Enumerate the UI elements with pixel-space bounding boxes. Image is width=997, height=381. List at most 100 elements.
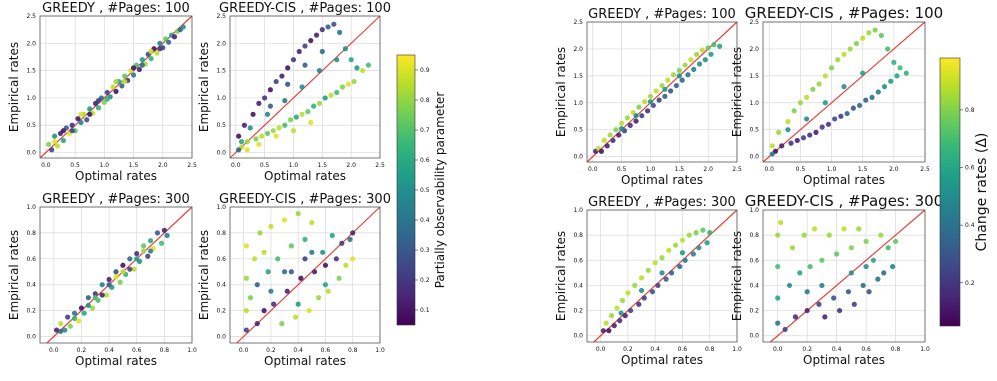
data-point bbox=[58, 328, 64, 334]
data-point bbox=[804, 289, 810, 295]
data-point bbox=[342, 46, 348, 52]
data-point bbox=[608, 313, 615, 319]
data-point bbox=[164, 232, 170, 239]
data-point bbox=[347, 236, 353, 242]
subplot-2: 0.0 0.5 1.0 1.5 2.0 2.50.00.51.01.52.02.5GREE… bbox=[197, 1, 391, 183]
data-point bbox=[350, 230, 356, 236]
data-point bbox=[78, 111, 84, 117]
x-tick-label: 1.0 bbox=[100, 162, 110, 169]
x-tick-label: 0.6 bbox=[132, 347, 142, 354]
subplot-title: GREEDY-CIS , #Pages: 300 bbox=[219, 192, 391, 207]
data-point bbox=[254, 282, 260, 288]
data-point bbox=[641, 295, 647, 301]
y-tick-label: 0.0 bbox=[749, 333, 759, 340]
colorbar-tick-label: 0.6 bbox=[420, 157, 430, 164]
x-axis-label: Optimal rates bbox=[621, 173, 703, 187]
data-point bbox=[320, 249, 326, 255]
x-tick-label: 0.0 bbox=[231, 162, 241, 169]
data-point bbox=[696, 245, 702, 251]
data-point bbox=[601, 137, 607, 144]
data-point bbox=[113, 274, 119, 280]
data-point bbox=[139, 62, 145, 68]
data-point bbox=[644, 108, 651, 114]
data-point bbox=[325, 24, 331, 30]
data-point bbox=[801, 232, 807, 238]
data-point bbox=[265, 269, 271, 275]
y-tick-label: 0.2 bbox=[749, 308, 759, 315]
data-point bbox=[333, 256, 339, 262]
data-point bbox=[145, 253, 151, 259]
data-point bbox=[860, 282, 866, 289]
data-point bbox=[290, 128, 297, 134]
data-point bbox=[247, 295, 254, 301]
x-tick-label: 0.6 bbox=[321, 347, 331, 354]
subplot-title: GREEDY , #Pages: 100 bbox=[42, 1, 190, 16]
data-point bbox=[807, 132, 813, 138]
data-point bbox=[238, 139, 245, 145]
data-point bbox=[147, 248, 154, 254]
y-axis-label: Empirical rates bbox=[554, 47, 568, 137]
data-point bbox=[835, 57, 841, 63]
data-point bbox=[819, 124, 825, 130]
x-tick-label: 0.0 bbox=[596, 346, 606, 353]
data-point bbox=[76, 318, 82, 324]
data-point bbox=[650, 102, 656, 109]
data-point bbox=[308, 119, 314, 126]
data-point bbox=[302, 43, 308, 49]
x-tick-label: 2.5 bbox=[732, 166, 742, 173]
data-point bbox=[306, 308, 312, 314]
data-point bbox=[785, 127, 791, 133]
data-point bbox=[154, 50, 160, 56]
y-axis-label: Empirical rates bbox=[554, 231, 568, 321]
data-point bbox=[131, 266, 137, 272]
data-point bbox=[287, 117, 294, 123]
data-point bbox=[822, 314, 828, 320]
subplot-title: GREEDY-CIS , #Pages: 300 bbox=[745, 192, 943, 210]
x-tick-label: 0.5 bbox=[70, 162, 80, 169]
y-tick-label: 2.0 bbox=[216, 40, 226, 47]
data-point bbox=[816, 301, 822, 307]
data-point bbox=[885, 245, 891, 251]
data-point bbox=[769, 143, 775, 149]
data-point bbox=[322, 282, 329, 288]
data-point bbox=[268, 223, 274, 230]
colorbar-tick-label: 0.9 bbox=[420, 67, 430, 74]
data-point bbox=[69, 128, 75, 134]
data-point bbox=[127, 256, 133, 262]
data-point bbox=[892, 238, 899, 245]
reference-line bbox=[762, 21, 926, 163]
data-point bbox=[296, 48, 302, 55]
data-point bbox=[319, 27, 325, 33]
subplot-6: 0.0 0.5 1.0 1.5 2.0 2.50.00.51.01.52.02.5GREE… bbox=[730, 4, 943, 187]
data-point bbox=[139, 57, 145, 63]
data-point bbox=[628, 307, 634, 314]
data-point bbox=[254, 320, 260, 327]
data-point bbox=[267, 103, 273, 109]
colorbar-tick-label: 0.3 bbox=[420, 247, 430, 254]
data-point bbox=[348, 57, 354, 63]
data-point bbox=[831, 295, 837, 301]
data-point bbox=[273, 78, 279, 85]
data-point bbox=[279, 320, 285, 327]
data-point bbox=[103, 292, 109, 298]
data-point bbox=[243, 243, 249, 249]
x-tick-label: 0.4 bbox=[650, 346, 660, 353]
data-point bbox=[778, 219, 784, 226]
x-tick-label: 1.5 bbox=[129, 162, 139, 169]
data-point bbox=[607, 132, 613, 138]
data-point bbox=[328, 92, 334, 98]
data-point bbox=[825, 121, 832, 127]
x-tick-label: 0.8 bbox=[160, 347, 170, 354]
data-point bbox=[700, 227, 706, 233]
data-point bbox=[845, 289, 852, 295]
data-point bbox=[106, 282, 112, 288]
colorbar-2: 0.2 0.4 0.6 0.8 Change rates (Δ) bbox=[939, 57, 990, 327]
data-point bbox=[659, 255, 665, 261]
data-point bbox=[261, 249, 267, 255]
data-point bbox=[302, 62, 308, 68]
data-point bbox=[603, 320, 609, 326]
data-point bbox=[813, 129, 819, 135]
data-point bbox=[649, 289, 656, 295]
data-point bbox=[775, 295, 781, 301]
data-point bbox=[134, 251, 140, 257]
